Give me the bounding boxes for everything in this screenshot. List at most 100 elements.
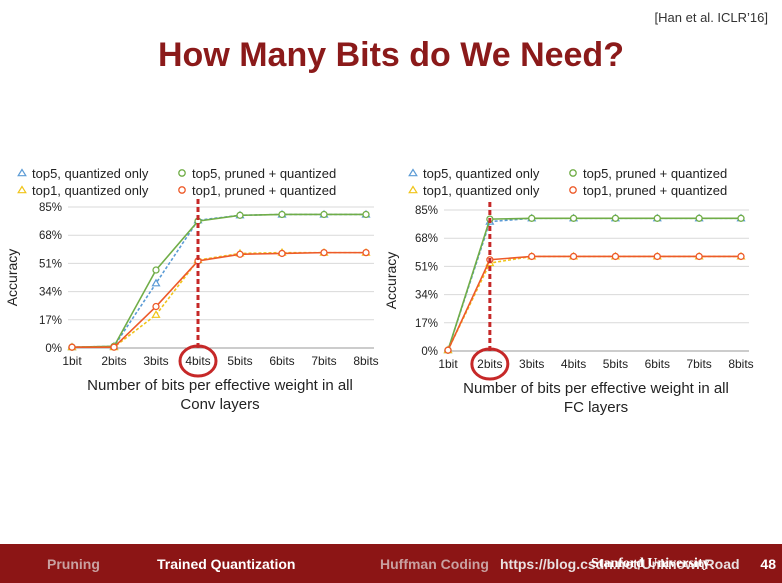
data-point [444,346,452,354]
data-point [236,250,244,258]
university-logo: Stanford University [591,556,710,571]
footer-item-pruning: Pruning [47,556,100,572]
data-point [528,252,536,261]
x-tick-label: 4bits [185,354,210,368]
y-axis-title: Accuracy [4,249,20,307]
footer-bar: Pruning Trained Quantization Huffman Cod… [0,544,782,583]
legend-label: top5, quantized only [32,166,149,181]
data-point [695,214,703,222]
data-point [569,214,578,222]
legend-marker [178,186,186,194]
legend-marker [178,169,186,177]
data-point [569,252,578,261]
data-point [611,252,620,261]
y-tick-label: 0% [45,343,62,355]
data-point [653,214,661,222]
data-point [737,252,745,261]
legend-label: top5, pruned + quantized [583,166,727,181]
y-tick-label: 34% [415,290,438,302]
x-title-line2: FC layers [563,399,629,416]
y-tick-label: 17% [415,318,438,330]
x-tick-label: 8bits [353,354,378,368]
data-point [151,310,161,318]
footer-item-huffman-coding: Huffman Coding [380,556,489,572]
data-point [152,302,160,311]
data-point [320,210,328,219]
series-line [72,251,366,348]
fc-chart-svg: 0% 17% 34% 51% 68% 85% Accuracy 1bit 2bits 3bits 4… [383,166,754,381]
data-point [737,214,745,222]
y-tick-label: 0% [421,346,438,358]
series-line [447,255,741,351]
legend-marker [569,169,577,177]
fc-x-axis-title: Number of bits per effective weight in a… [436,379,756,417]
page-number: 48 [760,556,776,572]
y-tick-label: 85% [39,202,62,214]
x-tick-label: 5bits [227,354,252,368]
x-tick-label: 2bits [101,354,126,368]
data-point [362,248,370,257]
data-point [695,252,703,261]
x-tick-label: 1bit [438,357,458,371]
data-point [236,211,244,219]
x-title-line2: Conv layers [180,396,260,413]
legend-marker [17,168,27,177]
legend-marker [408,185,418,194]
legend-label: top5, quantized only [423,166,540,181]
x-tick-label: 8bits [728,357,753,371]
y-tick-label: 51% [415,261,438,273]
x-tick-label: 7bits [686,357,711,371]
data-point [653,252,661,261]
series-line [71,213,366,348]
y-tick-label: 17% [39,315,62,327]
x-tick-label: 1bit [62,354,82,368]
data-point [528,214,536,222]
data-point [68,343,76,351]
legend-label: top5, pruned + quantized [192,166,336,181]
series-line [447,217,741,351]
legend-label: top1, quantized only [423,183,540,198]
y-tick-label: 85% [415,205,438,217]
data-point [362,210,370,219]
legend-label: top1, pruned + quantized [583,183,727,198]
conv-accuracy-chart: 0% 17% 34% 51% 68% 85% Accuracy 1bit 2bits 3bits 4… [0,160,391,430]
x-tick-label: 6bits [269,354,294,368]
data-point [110,343,118,351]
y-tick-label: 51% [39,258,62,270]
x-tick-label: 6bits [645,357,670,371]
legend-label: top1, pruned + quantized [192,183,336,198]
data-point [151,278,161,287]
x-title-line1: Number of bits per effective weight in a… [87,377,353,394]
series-line [72,251,366,348]
y-axis-title: Accuracy [383,252,399,310]
series-line [71,213,366,348]
slide-title: How Many Bits do We Need? [158,36,624,74]
x-tick-label: 5bits [603,357,628,371]
legend-marker [569,186,577,194]
legend-marker [17,185,27,194]
conv-x-axis-title: Number of bits per effective weight in a… [60,376,380,414]
data-point [278,249,286,258]
series-line [447,255,741,351]
highlight-ring [470,347,510,381]
x-tick-label: 3bits [519,357,544,371]
data-point [152,266,160,274]
x-tick-label: 2bits [477,357,502,371]
footer-item-trained-quantization: Trained Quantization [157,556,296,572]
data-point [278,210,286,219]
fc-accuracy-chart: 0% 17% 34% 51% 68% 85% Accuracy 1bit 2bits 3bits 4… [383,160,782,430]
x-title-line1: Number of bits per effective weight in a… [463,380,729,397]
legend-label: top1, quantized only [32,183,149,198]
citation: [Han et al. ICLR’16] [654,10,768,25]
conv-chart-svg: 0% 17% 34% 51% 68% 85% Accuracy 1bit 2bits 3bits 4… [4,166,379,378]
legend-marker [408,168,418,177]
data-point [611,214,620,222]
watermark: https://blog.csdn.net/UnknownRoad [500,556,740,572]
highlight-ring [178,344,218,378]
y-tick-label: 34% [39,287,62,299]
x-tick-label: 4bits [561,357,586,371]
y-tick-label: 68% [415,233,438,245]
x-tick-label: 3bits [143,354,168,368]
y-tick-label: 68% [39,230,62,242]
x-tick-label: 7bits [311,354,336,368]
